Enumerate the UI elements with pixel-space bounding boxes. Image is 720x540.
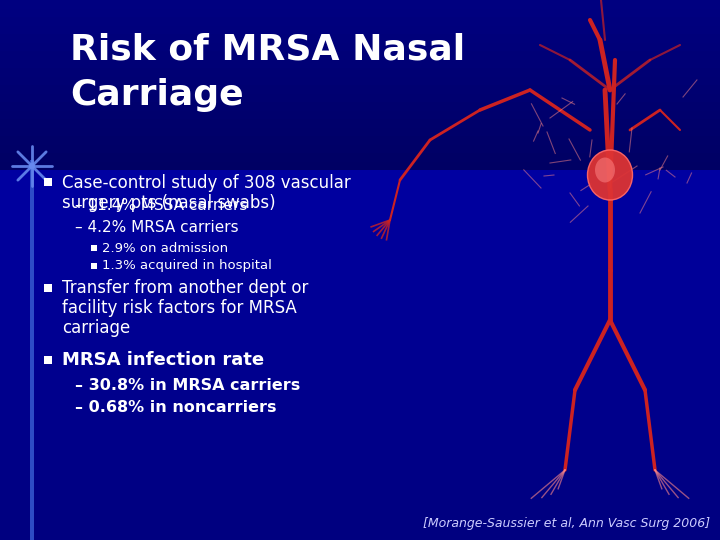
Bar: [0, 170, 720, 180]
Bar: [0, 120, 720, 130]
Bar: [0, 68, 720, 77]
Bar: [0, 60, 720, 70]
Bar: [0, 370, 720, 380]
Bar: [0, 200, 720, 210]
Bar: [0, 410, 720, 420]
Bar: [0, 460, 720, 470]
Bar: [0, 110, 720, 120]
Bar: [0, 17, 720, 25]
Bar: [0, 9, 720, 17]
Bar: [0, 90, 720, 100]
Bar: [0, 420, 720, 430]
Bar: [0, 153, 720, 161]
Bar: [0, 150, 720, 160]
Bar: [0, 400, 720, 410]
Bar: [0, 0, 720, 10]
Bar: [0, 40, 720, 50]
Bar: [0, 340, 720, 350]
Ellipse shape: [588, 150, 632, 200]
Bar: [0, 43, 720, 51]
Bar: [0, 20, 720, 30]
Bar: [0, 360, 720, 370]
Bar: [0, 310, 720, 320]
Bar: [0, 130, 720, 140]
Bar: [0, 300, 720, 310]
Bar: [0, 320, 720, 330]
Bar: [44, 356, 52, 364]
Text: – 30.8% in MRSA carriers: – 30.8% in MRSA carriers: [75, 377, 300, 393]
Bar: [0, 180, 720, 190]
Text: surgery pts (nasal swabs): surgery pts (nasal swabs): [62, 194, 276, 212]
Bar: [0, 34, 720, 43]
Bar: [0, 450, 720, 460]
Bar: [0, 100, 720, 110]
Bar: [0, 50, 720, 60]
Bar: [91, 263, 97, 269]
Circle shape: [29, 163, 35, 169]
Bar: [0, 127, 720, 136]
Bar: [0, 140, 720, 150]
Bar: [0, 59, 720, 68]
Text: [Morange-Saussier et al, Ann Vasc Surg 2006]: [Morange-Saussier et al, Ann Vasc Surg 2…: [423, 517, 710, 530]
Text: Case-control study of 308 vascular: Case-control study of 308 vascular: [62, 174, 351, 192]
Bar: [0, 190, 720, 200]
Bar: [44, 284, 52, 292]
Bar: [0, 480, 720, 490]
Bar: [0, 25, 720, 34]
Bar: [0, 520, 720, 530]
Bar: [0, 270, 720, 280]
Text: – 11.4% MSSA carriers: – 11.4% MSSA carriers: [75, 199, 248, 213]
Bar: [0, 70, 720, 80]
Bar: [0, 80, 720, 90]
Bar: [91, 245, 97, 251]
Bar: [0, 500, 720, 510]
Bar: [0, 51, 720, 59]
Bar: [0, 260, 720, 270]
Bar: [0, 30, 720, 40]
Bar: [30, 160, 34, 540]
Bar: [0, 119, 720, 127]
Bar: [0, 0, 720, 9]
Bar: [0, 77, 720, 85]
Bar: [0, 470, 720, 480]
Bar: [0, 102, 720, 111]
Text: carriage: carriage: [62, 319, 130, 337]
Bar: [0, 350, 720, 360]
Bar: [0, 490, 720, 500]
Text: Carriage: Carriage: [70, 78, 243, 112]
Bar: [0, 290, 720, 300]
Bar: [44, 178, 52, 186]
Bar: [0, 250, 720, 260]
Bar: [0, 220, 720, 230]
Bar: [0, 240, 720, 250]
Bar: [0, 440, 720, 450]
Ellipse shape: [595, 158, 615, 183]
Bar: [0, 160, 720, 170]
Text: Transfer from another dept or: Transfer from another dept or: [62, 279, 308, 297]
Bar: [0, 530, 720, 540]
Bar: [0, 510, 720, 520]
Text: – 4.2% MRSA carriers: – 4.2% MRSA carriers: [75, 220, 238, 235]
Text: Risk of MRSA Nasal: Risk of MRSA Nasal: [70, 32, 465, 66]
Bar: [0, 85, 720, 93]
Bar: [0, 136, 720, 145]
Bar: [0, 280, 720, 290]
Bar: [0, 210, 720, 220]
Bar: [0, 390, 720, 400]
Bar: [0, 230, 720, 240]
Bar: [0, 145, 720, 153]
Bar: [0, 380, 720, 390]
Bar: [0, 93, 720, 102]
Text: – 0.68% in noncarriers: – 0.68% in noncarriers: [75, 400, 276, 415]
Text: 2.9% on admission: 2.9% on admission: [102, 241, 228, 254]
Text: MRSA infection rate: MRSA infection rate: [62, 351, 264, 369]
Bar: [0, 10, 720, 20]
Text: 1.3% acquired in hospital: 1.3% acquired in hospital: [102, 260, 272, 273]
Bar: [0, 111, 720, 119]
Text: facility risk factors for MRSA: facility risk factors for MRSA: [62, 299, 297, 317]
Bar: [0, 330, 720, 340]
Bar: [0, 161, 720, 170]
Bar: [0, 430, 720, 440]
